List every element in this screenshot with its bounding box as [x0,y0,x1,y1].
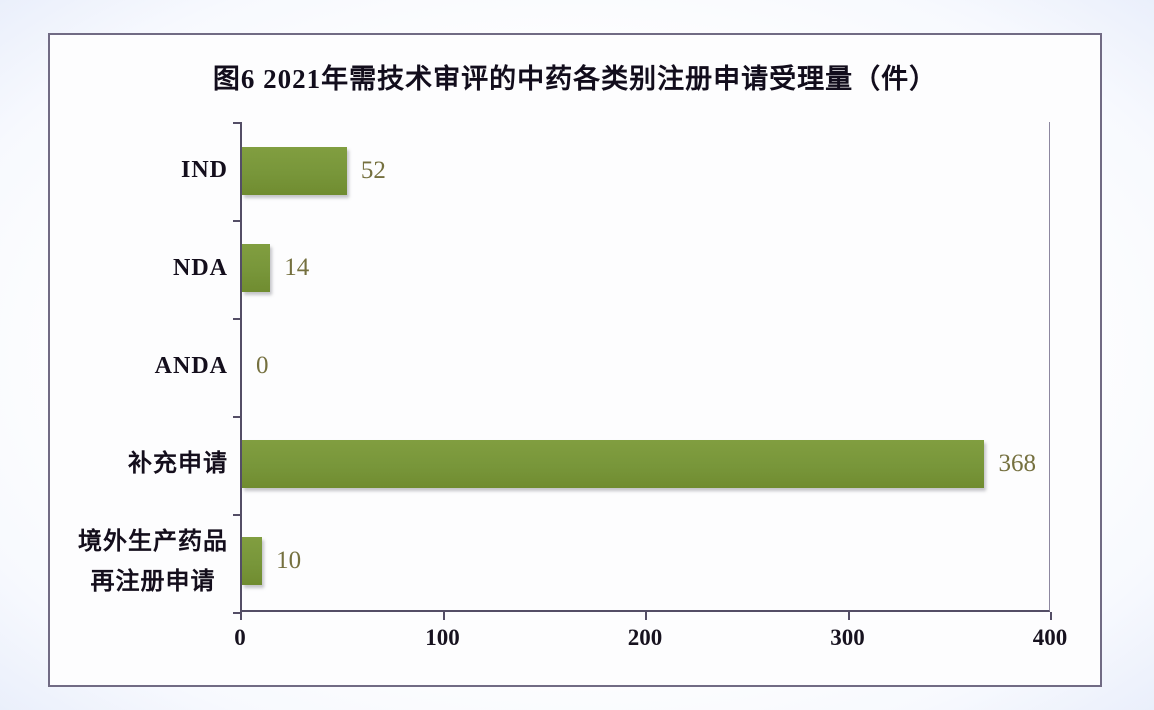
category-label-4: 境外生产药品 再注册申请 [78,529,228,595]
y-tick-mark-2 [233,318,241,320]
x-axis: 0 100 200 300 400 [234,612,1067,672]
value-label-2: 0 [256,351,269,379]
x-tick-label-100: 100 [425,625,460,650]
x-tick-mark-100 [442,612,445,620]
bar-row-0: 52 [242,122,1049,220]
x-tick-label-0: 0 [234,625,246,650]
x-tick-label-400: 400 [1032,625,1068,650]
bar-row-1: 14 [242,220,1049,318]
value-label-4: 10 [276,547,302,575]
category-label-1: NDA [173,255,228,282]
chart-frame: 图6 2021年需技术审评的中药各类别注册申请受理量（件） IND NDA ANDA… [48,33,1102,687]
bar-补充申请 [242,439,985,488]
y-tick-mark-1 [233,220,241,222]
plot-area: 52 14 0 368 10 [240,122,1050,612]
category-label-0: IND [180,157,228,184]
y-tick-mark-4 [233,514,241,516]
y-tick-mark-5 [233,612,241,614]
x-tick-mark-0 [240,612,242,620]
value-label-1: 14 [284,254,310,282]
x-tick-label-300: 300 [830,625,865,650]
bar-IND [242,146,347,195]
bar-rows: 52 14 0 368 10 [242,122,1049,610]
category-label-2: ANDA [154,353,228,380]
y-tick-mark-3 [233,416,241,418]
x-tick-mark-400 [1050,612,1052,620]
bar-NDA [242,244,271,293]
y-tick-mark-0 [233,122,241,124]
x-tick-label-200: 200 [627,625,663,650]
category-axis-labels: IND NDA ANDA 补充申请境外生产药品 再注册申请 [58,122,234,612]
category-label-3: 补充申请 [128,451,228,478]
x-tick-mark-200 [645,612,647,620]
bar-境外生产药品-再注册申请 [242,537,263,586]
value-label-0: 52 [360,156,386,184]
bar-row-4: 10 [242,512,1049,610]
x-tick-mark-300 [847,612,850,620]
value-label-3: 368 [998,449,1036,477]
bar-row-2: 0 [242,317,1049,415]
bar-row-3: 368 [242,415,1049,513]
chart-title: 图6 2021年需技术审评的中药各类别注册申请受理量（件） [212,64,938,94]
